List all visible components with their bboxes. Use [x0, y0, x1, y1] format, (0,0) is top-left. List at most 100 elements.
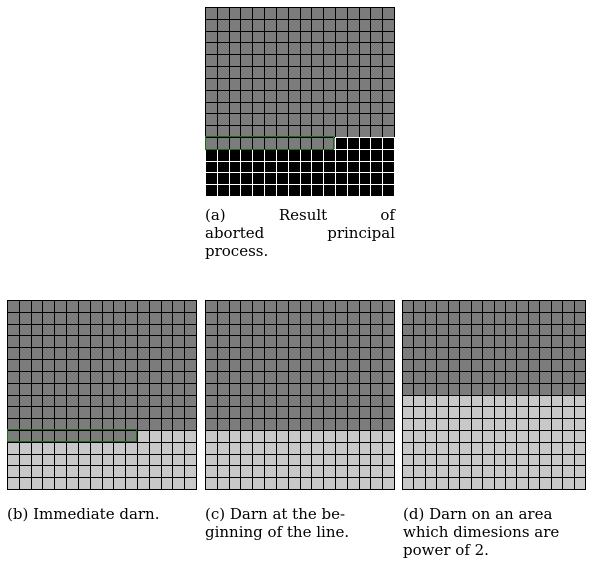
grid-cell	[229, 383, 241, 395]
grid-cell	[217, 466, 229, 478]
grid-cell	[241, 31, 253, 43]
grid-cell	[137, 478, 149, 489]
grid-cell	[425, 348, 437, 360]
grid-cell	[371, 383, 383, 395]
grid-cell	[173, 407, 185, 419]
grid-cell	[19, 395, 31, 407]
grid-cell	[241, 55, 253, 67]
grid-cell	[300, 324, 312, 336]
grid-cell	[288, 430, 300, 442]
grid-cell	[371, 407, 383, 419]
grid-cell	[563, 466, 574, 478]
grid-cell	[217, 19, 229, 31]
grid-cell	[31, 442, 43, 454]
grid-cell	[551, 442, 563, 454]
grid-cell	[300, 161, 312, 173]
grid-cell	[265, 173, 276, 185]
grid-cell	[383, 19, 394, 31]
grid-cell	[55, 360, 67, 371]
grid-cell	[217, 185, 229, 196]
grid-cell	[483, 395, 494, 407]
grid-cell	[483, 312, 494, 324]
grid-cell	[217, 348, 229, 360]
grid-cell	[335, 161, 347, 173]
grid-cell	[253, 102, 265, 114]
grid-cell	[265, 454, 276, 466]
grid-cell	[229, 419, 241, 430]
grid-cell	[414, 348, 425, 360]
grid-cell	[359, 185, 371, 196]
grid-cell	[300, 137, 312, 149]
grid-cell	[383, 185, 394, 196]
caption-a-w5: principal	[327, 224, 395, 242]
grid-cell	[471, 407, 483, 419]
grid-cell	[229, 173, 241, 185]
grid-cell	[383, 102, 394, 114]
grid-cell	[102, 324, 114, 336]
grid-cell	[383, 78, 394, 90]
grid-cell	[206, 185, 217, 196]
grid-cell	[265, 312, 276, 324]
grid-cell	[126, 442, 137, 454]
grid-cell	[217, 78, 229, 90]
caption-b-text: (b) Immediate darn.	[7, 505, 160, 523]
grid-cell	[288, 161, 300, 173]
grid-cell	[471, 360, 483, 371]
grid-cell	[551, 454, 563, 466]
grid-cell	[300, 102, 312, 114]
grid-cell	[265, 43, 276, 55]
grid-cell	[312, 478, 324, 489]
grid-cell	[114, 419, 126, 430]
grid-cell	[312, 419, 324, 430]
grid-cell	[78, 360, 90, 371]
grid-cell	[483, 371, 494, 383]
grid-cell	[185, 336, 196, 348]
grid-cell	[471, 430, 483, 442]
grid-cell	[55, 478, 67, 489]
grid-cell	[90, 312, 102, 324]
grid-cell	[55, 442, 67, 454]
grid-cell	[19, 360, 31, 371]
grid-cell	[574, 301, 585, 312]
grid-cell	[90, 383, 102, 395]
grid-cell	[288, 78, 300, 90]
grid-cell	[19, 442, 31, 454]
grid-cell	[90, 466, 102, 478]
grid-cell	[217, 336, 229, 348]
grid-cell	[425, 478, 437, 489]
grid-cell	[563, 348, 574, 360]
grid-cell	[460, 395, 471, 407]
grid-cell	[335, 90, 347, 102]
grid-cell	[448, 395, 460, 407]
grid-cell	[67, 466, 78, 478]
grid-cell	[288, 8, 300, 19]
grid-cell	[19, 466, 31, 478]
grid-cell	[460, 454, 471, 466]
grid-cell	[403, 324, 414, 336]
grid-cell	[90, 348, 102, 360]
grid-cell	[347, 466, 359, 478]
grid-cell	[43, 430, 55, 442]
grid-cell	[253, 324, 265, 336]
grid-cell	[55, 301, 67, 312]
grid-cell	[437, 360, 448, 371]
grid-cell	[347, 55, 359, 67]
grid-cell	[528, 324, 540, 336]
grid-cell	[137, 301, 149, 312]
grid-cell	[19, 407, 31, 419]
grid-cell	[448, 348, 460, 360]
grid-cell	[300, 55, 312, 67]
grid-cell	[206, 466, 217, 478]
grid-cell	[241, 360, 253, 371]
grid-cell	[347, 185, 359, 196]
grid-cell	[383, 43, 394, 55]
grid-cell	[371, 348, 383, 360]
grid-cell	[90, 430, 102, 442]
grid-cell	[347, 360, 359, 371]
grid-cell	[265, 407, 276, 419]
grid-cell	[505, 383, 517, 395]
grid-cell	[241, 8, 253, 19]
grid-cell	[460, 442, 471, 454]
grid-cell	[206, 442, 217, 454]
grid-cell	[288, 185, 300, 196]
